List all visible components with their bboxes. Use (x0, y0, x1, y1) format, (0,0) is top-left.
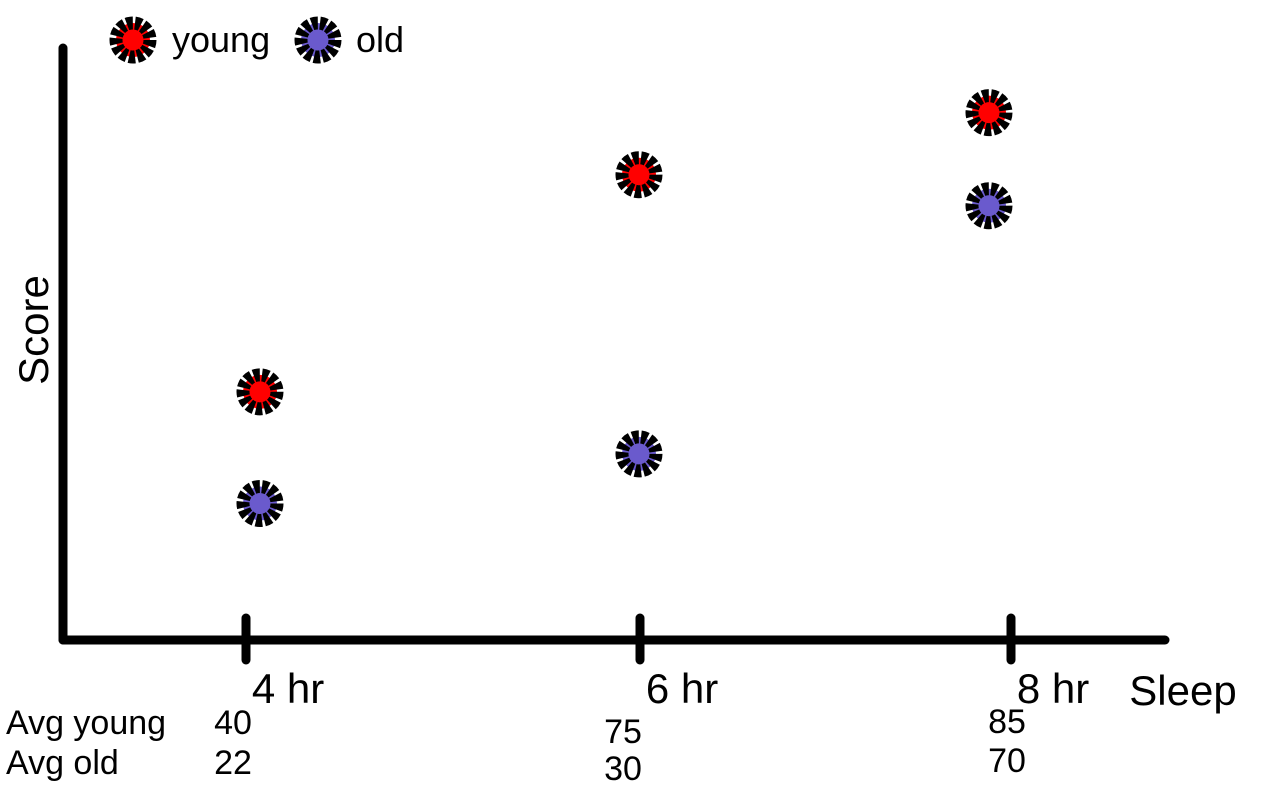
legend-marker-young (109, 16, 157, 64)
legend-label-young: young (172, 19, 270, 60)
x-tick-label: 8 hr (1017, 665, 1089, 712)
point-old-4hr (236, 480, 284, 528)
legend: young old (109, 16, 404, 64)
avg-value: 75 (604, 713, 642, 751)
x-ticks: 4 hr 6 hr 8 hr (241, 613, 1089, 712)
avg-row-label: Avg young (6, 704, 166, 742)
avg-value: 40 (214, 704, 252, 742)
avg-value: 85 (988, 703, 1026, 741)
y-axis-title: Score (10, 275, 57, 385)
x-axis-title: Sleep (1129, 667, 1236, 714)
axes (58, 43, 1170, 645)
point-old-8hr (965, 182, 1013, 230)
point-old-6hr (615, 430, 663, 478)
avg-row-label: Avg old (6, 744, 119, 782)
x-tick-label: 6 hr (646, 665, 718, 712)
x-tick-label: 4 hr (252, 665, 324, 712)
avg-value: 30 (604, 750, 642, 788)
legend-label-old: old (356, 19, 404, 60)
avg-value: 70 (988, 742, 1026, 780)
legend-marker-old (294, 16, 342, 64)
average-rows: Avg young 40 75 85 Avg old 22 30 70 (6, 703, 1026, 788)
point-young-6hr (615, 151, 663, 199)
point-young-4hr (236, 368, 284, 416)
avg-value: 22 (214, 744, 252, 782)
data-points (236, 89, 1013, 528)
point-young-8hr (965, 89, 1013, 137)
